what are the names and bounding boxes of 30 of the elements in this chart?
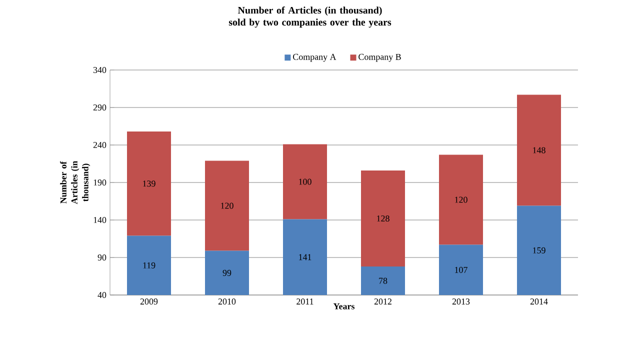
y-tick-label: 190 bbox=[94, 179, 106, 186]
legend-label: Company B bbox=[358, 54, 401, 62]
y-tick-label: 240 bbox=[93, 142, 106, 148]
y-tick-label: 40 bbox=[98, 292, 106, 298]
x-axis-title: Years bbox=[333, 303, 354, 310]
y-tick-label: 90 bbox=[98, 254, 106, 261]
data-label: 100 bbox=[299, 178, 312, 185]
legend-label: Company A bbox=[293, 54, 336, 62]
data-label: 119 bbox=[143, 262, 156, 268]
data-label: 120 bbox=[221, 202, 234, 209]
x-tick-label: 2009 bbox=[140, 298, 158, 305]
x-tick-label: 2013 bbox=[452, 298, 470, 305]
data-label: 78 bbox=[379, 278, 388, 284]
y-axis-title: Number of Articles (in thousand) bbox=[60, 160, 90, 204]
x-tick-label: 2012 bbox=[374, 298, 392, 305]
data-label: 128 bbox=[377, 215, 390, 222]
y-tick-label: 140 bbox=[94, 216, 106, 224]
data-label: 139 bbox=[143, 180, 156, 187]
x-tick-label: 2011 bbox=[296, 298, 314, 305]
y-tick-label: 290 bbox=[93, 104, 106, 111]
data-label: 107 bbox=[455, 266, 468, 273]
y-tick-label: 340 bbox=[93, 66, 106, 74]
x-tick-label: 2014 bbox=[530, 298, 548, 305]
data-label: 159 bbox=[533, 247, 546, 254]
chart-title: Number of Articles (in thousand) sold by two companies over the years bbox=[228, 6, 392, 28]
data-label: 148 bbox=[533, 147, 546, 154]
data-label: 99 bbox=[222, 270, 232, 276]
data-label: 120 bbox=[455, 196, 468, 203]
x-tick-label: 2010 bbox=[218, 298, 236, 305]
data-label: 141 bbox=[299, 254, 312, 260]
